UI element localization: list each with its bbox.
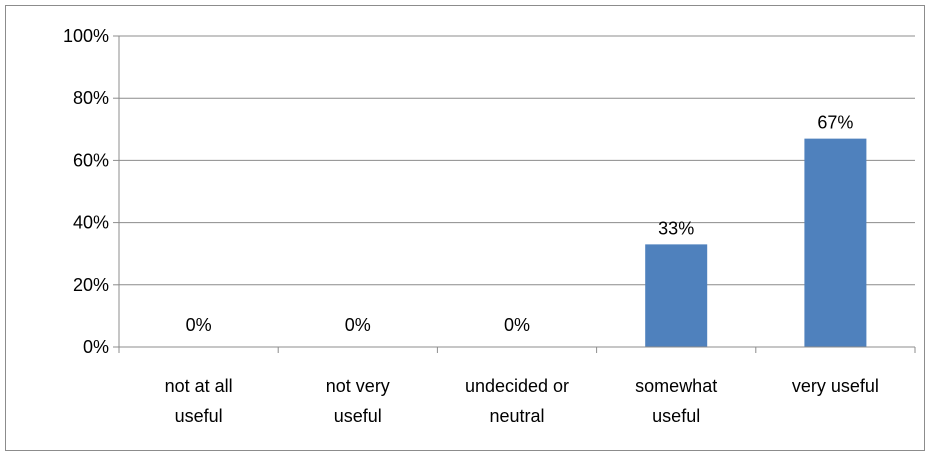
category-label-4-0: very useful <box>792 376 879 396</box>
bar-3 <box>645 244 708 347</box>
category-label-1-0: not very <box>326 376 390 396</box>
data-labels: 0% 0% 0% 33% 67% <box>186 113 854 335</box>
chart-frame <box>5 5 925 451</box>
y-tick-label-40: 40% <box>73 213 109 233</box>
category-label-2-1: neutral <box>489 406 544 426</box>
category-label-1-1: useful <box>334 406 382 426</box>
data-label-4: 67% <box>817 113 853 133</box>
category-label-0-1: useful <box>175 406 223 426</box>
data-label-0: 0% <box>186 315 212 335</box>
gridlines <box>119 35 915 286</box>
category-label-3-0: somewhat <box>635 376 717 396</box>
category-labels: not at all useful not very useful undecided … <box>165 376 879 426</box>
y-axis-ticks: 0% 20% 40% 60% 80% 100% <box>63 26 120 357</box>
data-label-2: 0% <box>504 315 530 335</box>
category-label-0-0: not at all <box>165 376 233 396</box>
y-tick-label-80: 80% <box>73 88 109 108</box>
y-tick-label-100: 100% <box>63 26 109 46</box>
x-axis <box>118 346 916 353</box>
data-label-3: 33% <box>658 218 694 238</box>
y-tick-label-60: 60% <box>73 150 109 170</box>
category-label-3-1: useful <box>652 406 700 426</box>
bars <box>645 138 867 347</box>
bar-4 <box>804 138 867 347</box>
category-label-2-0: undecided or <box>465 376 569 396</box>
y-tick-label-0: 0% <box>83 337 109 357</box>
y-tick-label-20: 20% <box>73 275 109 295</box>
data-label-1: 0% <box>345 315 371 335</box>
